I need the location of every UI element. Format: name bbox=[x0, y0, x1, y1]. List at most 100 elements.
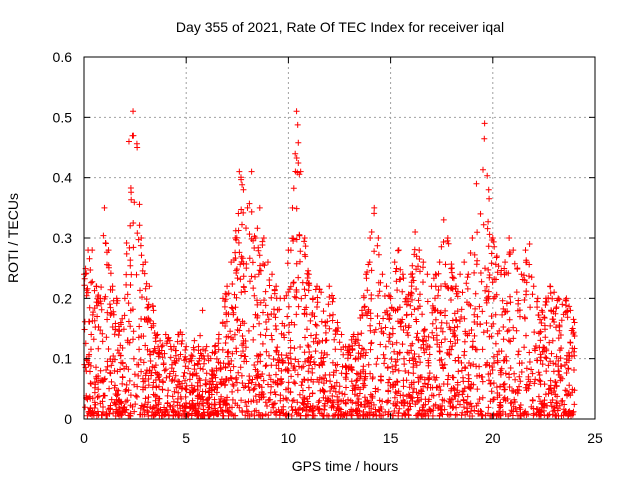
data-point bbox=[330, 295, 337, 302]
data-point bbox=[224, 283, 231, 290]
data-point bbox=[191, 337, 198, 344]
y-tick-label: 0.4 bbox=[53, 170, 73, 186]
data-point bbox=[264, 259, 271, 266]
data-point bbox=[207, 355, 214, 362]
data-point-cloud bbox=[81, 121, 578, 419]
data-point bbox=[542, 295, 549, 302]
data-point bbox=[457, 271, 464, 278]
data-point bbox=[538, 307, 545, 314]
data-point bbox=[334, 319, 341, 326]
data-point bbox=[244, 204, 251, 211]
data-point bbox=[121, 295, 128, 302]
x-axis-label: GPS time / hours bbox=[292, 458, 399, 474]
data-point bbox=[195, 343, 202, 350]
data-point bbox=[162, 331, 169, 338]
data-point bbox=[473, 180, 480, 187]
y-axis-label: ROTI / TECUs bbox=[5, 193, 21, 283]
data-point bbox=[318, 289, 325, 296]
data-point bbox=[453, 283, 460, 290]
data-point bbox=[314, 283, 321, 290]
x-tick-label: 15 bbox=[383, 430, 399, 446]
data-point bbox=[412, 228, 419, 235]
data-points bbox=[81, 108, 578, 419]
data-point bbox=[493, 253, 500, 260]
data-point bbox=[199, 307, 206, 314]
data-point bbox=[117, 319, 124, 326]
data-point bbox=[130, 108, 137, 115]
data-point bbox=[97, 295, 104, 302]
data-point bbox=[428, 283, 435, 290]
data-point bbox=[89, 247, 96, 254]
data-point bbox=[166, 337, 173, 344]
data-point bbox=[273, 283, 280, 290]
data-point bbox=[526, 241, 533, 248]
data-point bbox=[395, 247, 402, 254]
data-point bbox=[187, 355, 194, 362]
data-point bbox=[530, 283, 537, 290]
data-point bbox=[485, 186, 492, 193]
data-point bbox=[408, 271, 415, 278]
data-point bbox=[240, 186, 247, 193]
data-point bbox=[113, 295, 120, 302]
data-point bbox=[383, 283, 390, 290]
data-point bbox=[142, 259, 149, 266]
x-tick-label: 10 bbox=[281, 430, 297, 446]
data-point bbox=[489, 235, 496, 241]
data-point bbox=[146, 283, 153, 290]
data-point bbox=[346, 343, 353, 350]
data-point bbox=[109, 283, 116, 290]
data-point bbox=[477, 210, 484, 217]
data-point bbox=[551, 289, 558, 296]
data-point bbox=[387, 295, 394, 302]
y-tick-label: 0.2 bbox=[53, 290, 73, 306]
data-point bbox=[399, 271, 406, 278]
data-point bbox=[252, 235, 259, 241]
data-point bbox=[522, 247, 529, 254]
y-tick-label: 0.3 bbox=[53, 230, 73, 246]
data-point bbox=[424, 271, 431, 278]
data-point bbox=[518, 271, 525, 278]
data-point bbox=[506, 235, 513, 241]
data-point bbox=[555, 295, 562, 302]
data-point bbox=[289, 204, 296, 211]
data-point bbox=[440, 216, 447, 223]
y-tick-label: 0.1 bbox=[53, 351, 73, 367]
data-point bbox=[354, 331, 361, 338]
data-point bbox=[563, 295, 570, 302]
data-point bbox=[481, 120, 488, 127]
data-point bbox=[502, 259, 509, 266]
data-point bbox=[326, 283, 333, 290]
data-point bbox=[211, 343, 218, 350]
data-point bbox=[269, 271, 276, 278]
data-point bbox=[309, 295, 316, 302]
data-point bbox=[297, 168, 304, 175]
data-point bbox=[448, 265, 455, 272]
data-point bbox=[571, 319, 578, 326]
data-point bbox=[367, 235, 374, 241]
x-tick-label: 20 bbox=[485, 430, 501, 446]
data-point bbox=[338, 331, 345, 338]
data-point bbox=[93, 283, 100, 290]
data-point bbox=[305, 271, 312, 278]
data-point bbox=[134, 144, 141, 151]
axis-ticks: 0 5 10 15 20 25 0 0.1 0.2 0.3 0.4 0.5 0.6 bbox=[53, 49, 603, 446]
data-point bbox=[416, 247, 423, 254]
y-tick-label: 0.6 bbox=[53, 49, 73, 65]
data-point bbox=[497, 271, 504, 278]
x-tick-label: 5 bbox=[182, 430, 190, 446]
data-point bbox=[170, 343, 177, 350]
data-point bbox=[138, 235, 145, 241]
x-tick-label: 0 bbox=[80, 430, 88, 446]
data-point bbox=[236, 168, 243, 175]
data-point bbox=[559, 301, 566, 308]
data-point bbox=[436, 259, 443, 266]
data-point bbox=[444, 235, 451, 241]
data-point bbox=[232, 235, 239, 241]
data-point bbox=[534, 295, 541, 302]
data-point bbox=[293, 108, 300, 115]
x-tick-label: 25 bbox=[587, 430, 603, 446]
data-point bbox=[514, 265, 521, 272]
data-point bbox=[547, 283, 554, 290]
data-point bbox=[150, 307, 157, 314]
data-point bbox=[256, 204, 263, 211]
